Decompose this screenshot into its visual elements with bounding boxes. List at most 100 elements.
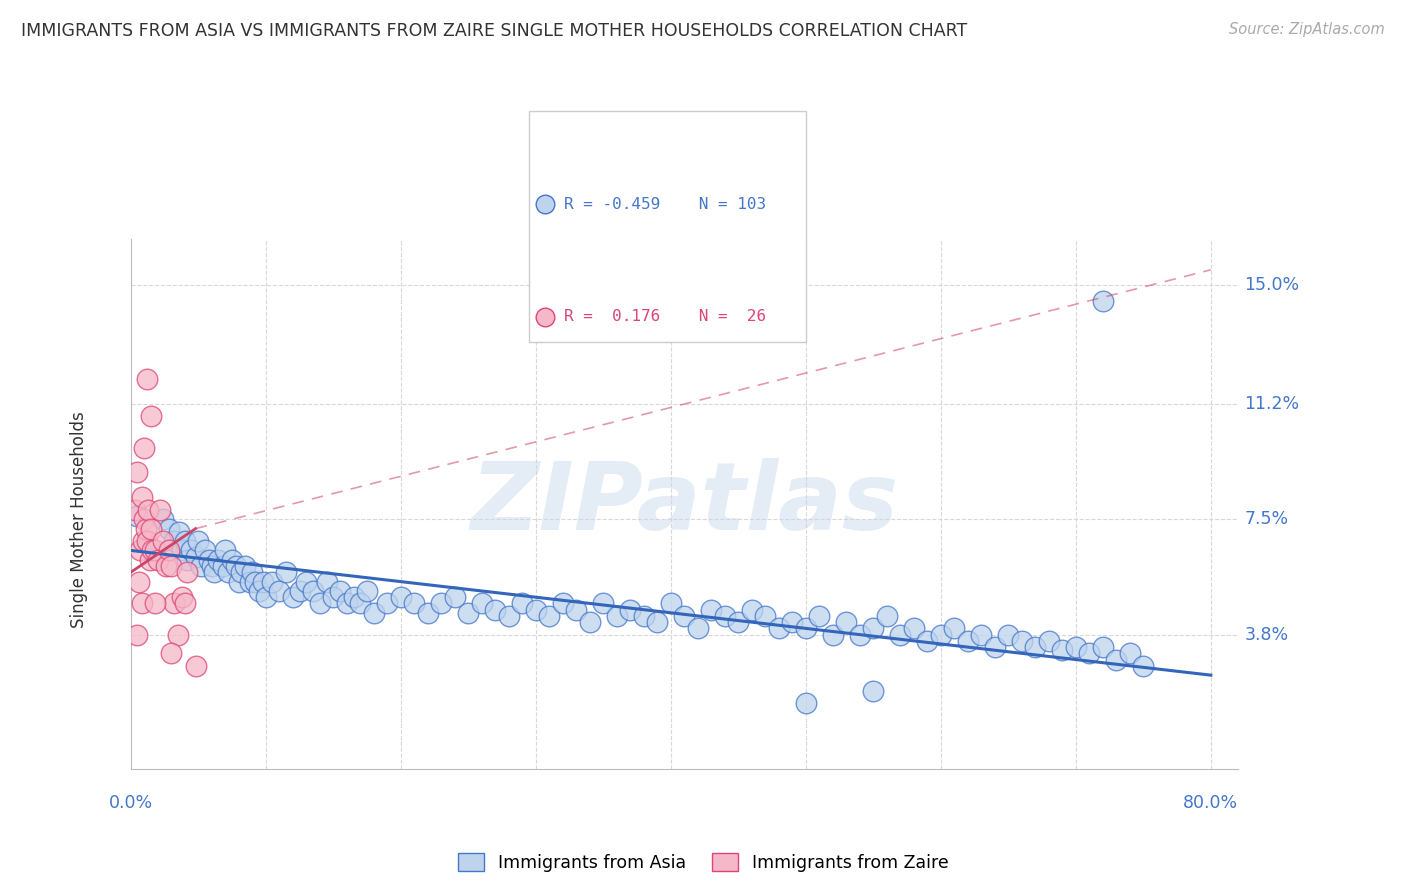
Point: [173, 597, 195, 611]
Point: [876, 608, 898, 623]
Point: [835, 615, 858, 629]
Point: [160, 646, 183, 660]
Text: IMMIGRANTS FROM ASIA VS IMMIGRANTS FROM ZAIRE SINGLE MOTHER HOUSEHOLDS CORRELATI: IMMIGRANTS FROM ASIA VS IMMIGRANTS FROM …: [21, 22, 967, 40]
Point: [943, 621, 966, 635]
Point: [295, 574, 318, 589]
Point: [329, 584, 352, 599]
Point: [139, 409, 162, 424]
Point: [169, 524, 191, 539]
Point: [349, 597, 371, 611]
Text: R =  0.176    N =  26: R = 0.176 N = 26: [564, 310, 766, 324]
Point: [129, 543, 152, 558]
Point: [862, 621, 884, 635]
Point: [176, 553, 198, 567]
Point: [821, 627, 844, 641]
Point: [288, 584, 311, 599]
Point: [510, 597, 533, 611]
Point: [127, 466, 149, 480]
Point: [375, 597, 398, 611]
Point: [201, 559, 224, 574]
Text: Source: ZipAtlas.com: Source: ZipAtlas.com: [1229, 22, 1385, 37]
Text: 15.0%: 15.0%: [1244, 277, 1299, 294]
Point: [633, 608, 655, 623]
Point: [134, 441, 156, 455]
Point: [903, 621, 925, 635]
Text: R = -0.459    N = 103: R = -0.459 N = 103: [564, 197, 766, 211]
Point: [1011, 633, 1033, 648]
Point: [141, 543, 163, 558]
Point: [849, 627, 872, 641]
Point: [443, 591, 465, 605]
Point: [1091, 293, 1114, 308]
Point: [645, 615, 668, 629]
FancyBboxPatch shape: [529, 111, 806, 342]
Point: [160, 559, 183, 574]
Point: [363, 606, 385, 620]
Point: [416, 606, 439, 620]
Point: [187, 534, 209, 549]
Point: [131, 491, 153, 505]
Point: [538, 608, 561, 623]
Point: [1052, 643, 1074, 657]
Point: [1105, 652, 1128, 666]
Point: [997, 627, 1019, 641]
Point: [157, 522, 180, 536]
Point: [204, 566, 226, 580]
Point: [471, 597, 494, 611]
Point: [889, 627, 911, 641]
Point: [1091, 640, 1114, 654]
Point: [143, 597, 166, 611]
Point: [404, 597, 426, 611]
Point: [1024, 640, 1046, 654]
Point: [221, 553, 243, 567]
Point: [254, 591, 277, 605]
Point: [235, 559, 257, 574]
Point: [211, 559, 233, 574]
Point: [794, 696, 817, 710]
Text: 11.2%: 11.2%: [1244, 395, 1299, 413]
Point: [135, 522, 157, 536]
Point: [356, 584, 378, 599]
Point: [163, 597, 186, 611]
Point: [252, 574, 274, 589]
Point: [1132, 658, 1154, 673]
Point: [132, 534, 155, 549]
Point: [217, 566, 239, 580]
Point: [782, 615, 804, 629]
Point: [124, 503, 146, 517]
Point: [152, 534, 174, 549]
Point: [1119, 646, 1142, 660]
Point: [155, 559, 177, 574]
Point: [146, 553, 169, 567]
Point: [551, 597, 574, 611]
Legend: Immigrants from Asia, Immigrants from Zaire: Immigrants from Asia, Immigrants from Za…: [451, 847, 955, 879]
Point: [184, 658, 207, 673]
Point: [302, 584, 325, 599]
Point: [808, 608, 831, 623]
Point: [134, 512, 156, 526]
Point: [754, 608, 776, 623]
Point: [207, 553, 229, 567]
Point: [136, 503, 159, 517]
Point: [127, 627, 149, 641]
Point: [173, 534, 195, 549]
Point: [149, 503, 172, 517]
Point: [592, 597, 614, 611]
Point: [700, 602, 723, 616]
Point: [1038, 633, 1060, 648]
Point: [214, 543, 236, 558]
Point: [430, 597, 453, 611]
Point: [768, 621, 790, 635]
Point: [534, 197, 557, 211]
Point: [606, 608, 628, 623]
Point: [198, 553, 221, 567]
Text: 80.0%: 80.0%: [1184, 794, 1239, 812]
Point: [578, 615, 600, 629]
Point: [673, 608, 696, 623]
Point: [315, 574, 337, 589]
Point: [274, 566, 297, 580]
Point: [167, 627, 190, 641]
Point: [269, 584, 291, 599]
Point: [170, 543, 193, 558]
Point: [322, 591, 344, 605]
